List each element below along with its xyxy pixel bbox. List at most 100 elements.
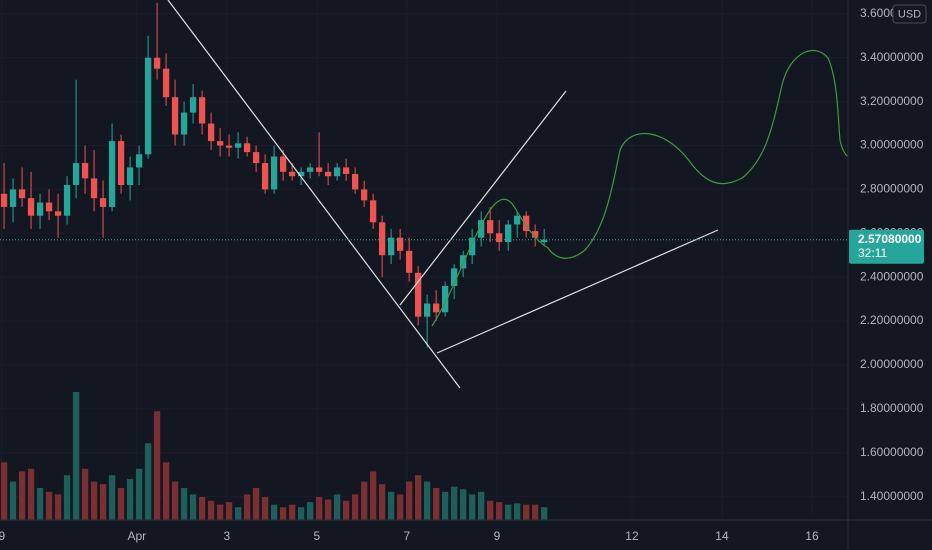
candle-body xyxy=(288,171,296,177)
volume-bar xyxy=(496,502,503,520)
volume-bar xyxy=(216,504,224,520)
candle-body xyxy=(505,224,512,243)
candle-body xyxy=(90,178,98,199)
candle-body xyxy=(324,171,332,177)
candle-body xyxy=(333,167,341,177)
candle-body xyxy=(252,152,260,164)
x-tick-label: 14 xyxy=(715,529,729,543)
volume-bar xyxy=(117,488,125,520)
candle-body xyxy=(180,112,188,135)
candle-body xyxy=(523,215,530,232)
volume-bar xyxy=(153,411,161,520)
y-tick-label: 3.00000000 xyxy=(860,138,924,152)
volume-bar xyxy=(144,443,152,520)
candle-body xyxy=(496,233,503,243)
volume-bar xyxy=(487,500,494,520)
candle-body xyxy=(396,237,404,251)
candle-body xyxy=(9,189,17,207)
candle-body xyxy=(144,57,152,155)
x-tick-label: 9 xyxy=(0,529,5,543)
volume-bar xyxy=(135,468,143,520)
candle-body xyxy=(261,163,269,190)
candle-body xyxy=(351,174,359,190)
candle-body xyxy=(541,239,548,243)
x-tick-label: 3 xyxy=(224,529,231,543)
volume-bar xyxy=(108,475,116,520)
candle-body xyxy=(36,202,44,216)
volume-bar xyxy=(63,475,71,520)
volume-bar xyxy=(279,507,287,520)
volume-bar xyxy=(261,496,269,520)
candle-body xyxy=(171,97,179,135)
volume-bar xyxy=(234,507,242,520)
candle-body xyxy=(405,250,413,273)
candle-body xyxy=(306,167,314,172)
volume-bar xyxy=(81,468,89,520)
x-tick-label: 5 xyxy=(314,529,321,543)
volume-bar xyxy=(36,488,44,520)
last-price-label: 2.57080000 xyxy=(858,232,922,246)
volume-layer xyxy=(0,392,548,520)
volume-bar xyxy=(387,491,395,520)
candle-body xyxy=(424,303,431,317)
volume-bar xyxy=(180,488,188,520)
candle-body xyxy=(225,145,233,148)
candle-body xyxy=(451,268,458,286)
volume-bar xyxy=(324,499,332,520)
volume-bar xyxy=(442,491,449,520)
volume-bar xyxy=(360,481,368,520)
volume-bar xyxy=(315,496,323,520)
volume-bar xyxy=(451,486,458,520)
volume-bar xyxy=(45,491,53,520)
volume-bar xyxy=(433,488,440,520)
x-tick-label: Apr xyxy=(127,529,146,543)
volume-bar xyxy=(207,500,215,520)
candle-layer xyxy=(0,2,548,348)
volume-bar xyxy=(333,494,341,520)
y-tick-label: 2.80000000 xyxy=(860,182,924,196)
candle-body xyxy=(460,255,467,269)
volume-bar xyxy=(460,489,467,520)
volume-bar xyxy=(414,475,422,520)
candle-body xyxy=(117,141,125,186)
volume-bar xyxy=(469,494,476,520)
candle-body xyxy=(27,198,35,216)
volume-bar xyxy=(252,488,260,520)
candle-body xyxy=(81,163,89,179)
x-tick-label: 9 xyxy=(494,529,501,543)
volume-bar xyxy=(342,500,350,520)
candle-body xyxy=(108,141,116,207)
volume-bar xyxy=(369,471,377,520)
candle-body xyxy=(369,200,377,223)
currency-badge[interactable] xyxy=(892,4,927,24)
volume-bar xyxy=(306,502,314,520)
candle-body xyxy=(387,237,395,256)
candle-body xyxy=(135,154,143,168)
volume-bar xyxy=(541,507,548,520)
volume-bar xyxy=(523,504,530,520)
candle-body xyxy=(414,272,422,317)
candle-body xyxy=(189,97,197,113)
candle-body xyxy=(126,167,134,186)
y-tick-label: 3.40000000 xyxy=(860,50,924,64)
candle-body xyxy=(360,189,368,201)
x-tick-label: 16 xyxy=(805,529,819,543)
volume-bar xyxy=(27,468,35,520)
candle-body xyxy=(216,141,224,146)
candle-body xyxy=(72,163,80,186)
volume-bar xyxy=(54,494,62,520)
candle-body xyxy=(54,211,62,216)
volume-bar xyxy=(126,479,134,520)
candle-body xyxy=(442,285,449,313)
x-tick-label: 12 xyxy=(625,529,639,543)
candle-body xyxy=(297,171,305,177)
y-tick-label: 2.00000000 xyxy=(860,357,924,371)
volume-bar xyxy=(90,481,98,520)
candle-body xyxy=(207,123,215,142)
volume-bar xyxy=(243,494,251,520)
candle-body xyxy=(342,167,350,175)
x-tick-label: 7 xyxy=(404,529,411,543)
